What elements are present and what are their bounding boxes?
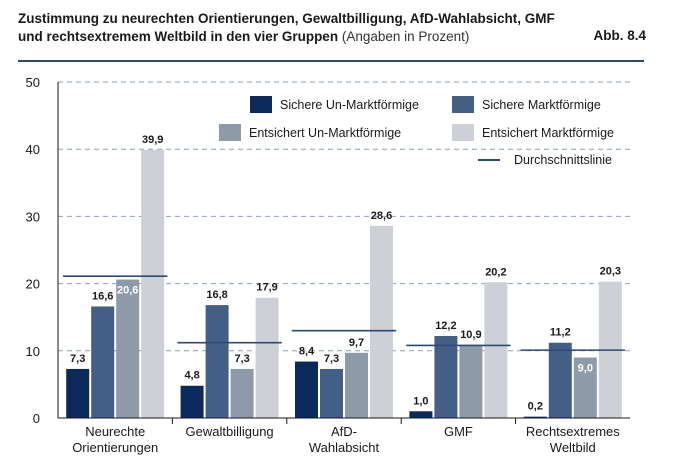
bar-1-0 bbox=[180, 385, 204, 418]
average-lines bbox=[63, 275, 625, 351]
value-label-3-1: 12,2 bbox=[435, 320, 456, 332]
value-label-2-2: 9,7 bbox=[349, 337, 364, 349]
bar-0-0 bbox=[66, 368, 90, 418]
value-label-3-0: 1,0 bbox=[413, 395, 428, 407]
value-label-0-1: 16,6 bbox=[92, 290, 113, 302]
category-label-2-1: Wahlabsicht bbox=[309, 440, 380, 455]
legend-label-average: Durchschnittslinie bbox=[514, 153, 612, 167]
bar-3-0 bbox=[409, 411, 433, 418]
y-tick-label-40: 40 bbox=[26, 142, 40, 157]
category-label-4-1: Weltbild bbox=[550, 440, 596, 455]
value-label-2-1: 7,3 bbox=[324, 353, 339, 365]
bar-1-2 bbox=[230, 368, 254, 418]
bar-1-3 bbox=[255, 297, 279, 418]
bar-2-3 bbox=[370, 225, 393, 418]
value-label-1-0: 4,8 bbox=[184, 370, 199, 382]
value-label-2-3: 28,6 bbox=[371, 210, 392, 222]
category-label-0-1: Orientierungen bbox=[72, 440, 158, 455]
bar-1-1 bbox=[205, 305, 229, 418]
legend-swatch-0 bbox=[250, 96, 272, 113]
bar-3-3 bbox=[484, 282, 508, 418]
bar-3-1 bbox=[434, 336, 458, 418]
chart-header: Zustimmung zu neurechten Orientierungen,… bbox=[18, 10, 646, 46]
value-label-4-2: 9,0 bbox=[578, 363, 593, 375]
category-label-1-0: Gewaltbilligung bbox=[186, 424, 274, 439]
category-label-0-0: Neurechte bbox=[85, 424, 145, 439]
legend-swatch-2 bbox=[219, 124, 241, 141]
legend-label-1: Sichere Marktförmige bbox=[482, 98, 601, 112]
chart-title-line-1: Zustimmung zu neurechten Orientierungen,… bbox=[18, 11, 555, 26]
legend-swatch-1 bbox=[452, 96, 474, 113]
value-labels: 7,3 16,6 20,6 39,9 4,8 16,8 7,3 17,9 8,4 7,3 9,7 28… bbox=[70, 134, 621, 413]
y-axis: 0 10 20 30 40 50 bbox=[26, 75, 59, 426]
legend-label-0: Sichere Un-Marktförmige bbox=[280, 98, 419, 112]
value-label-1-3: 17,9 bbox=[256, 282, 277, 294]
value-label-2-0: 8,4 bbox=[299, 346, 315, 358]
bar-2-1 bbox=[320, 368, 343, 418]
legend-label-3: Entsichert Marktförmige bbox=[482, 126, 614, 140]
category-label-2-0: AfD- bbox=[331, 424, 357, 439]
bar-4-2 bbox=[573, 357, 597, 418]
value-label-4-1: 11,2 bbox=[550, 327, 571, 339]
bar-2-2 bbox=[345, 352, 368, 418]
bar-4-1 bbox=[548, 342, 572, 418]
y-tick-label-30: 30 bbox=[26, 209, 40, 224]
bar-0-2 bbox=[116, 279, 140, 418]
title-rule bbox=[18, 60, 644, 62]
bar-2-0 bbox=[295, 361, 318, 418]
category-label-4-0: Rechtsextremes bbox=[526, 424, 620, 439]
chart-subtitle: (Angaben in Prozent) bbox=[341, 29, 470, 44]
y-tick-label-10: 10 bbox=[26, 344, 40, 359]
category-label-3-0: GMF bbox=[444, 424, 473, 439]
bar-4-0 bbox=[523, 416, 547, 418]
value-label-3-3: 20,2 bbox=[485, 266, 506, 278]
value-label-0-3: 39,9 bbox=[142, 134, 163, 146]
bar-0-1 bbox=[91, 306, 115, 418]
value-label-1-2: 7,3 bbox=[234, 353, 249, 365]
bar-0-3 bbox=[141, 149, 165, 418]
y-tick-label-0: 0 bbox=[33, 411, 40, 426]
chart-title-part-2: und rechtsextremem Weltbild in den vier … bbox=[18, 29, 339, 44]
legend: Sichere Un-Marktförmige Sichere Marktförm… bbox=[219, 96, 614, 167]
figure-label: Abb. 8.4 bbox=[593, 28, 646, 43]
legend-swatch-3 bbox=[452, 124, 474, 141]
bar-3-2 bbox=[459, 344, 483, 418]
y-tick-label-50: 50 bbox=[26, 75, 40, 90]
value-label-0-2: 20,6 bbox=[117, 285, 138, 297]
bars bbox=[66, 149, 622, 418]
value-label-4-0: 0,2 bbox=[528, 401, 543, 413]
value-label-4-3: 20,3 bbox=[600, 266, 621, 278]
chart-title-line-2: und rechtsextremem Weltbild in den vier … bbox=[18, 28, 646, 46]
value-label-1-1: 16,8 bbox=[206, 289, 227, 301]
value-label-0-0: 7,3 bbox=[70, 353, 85, 365]
value-label-3-2: 10,9 bbox=[460, 329, 481, 341]
y-tick-label-20: 20 bbox=[26, 277, 40, 292]
legend-label-2: Entsichert Un-Marktförmige bbox=[249, 126, 401, 140]
